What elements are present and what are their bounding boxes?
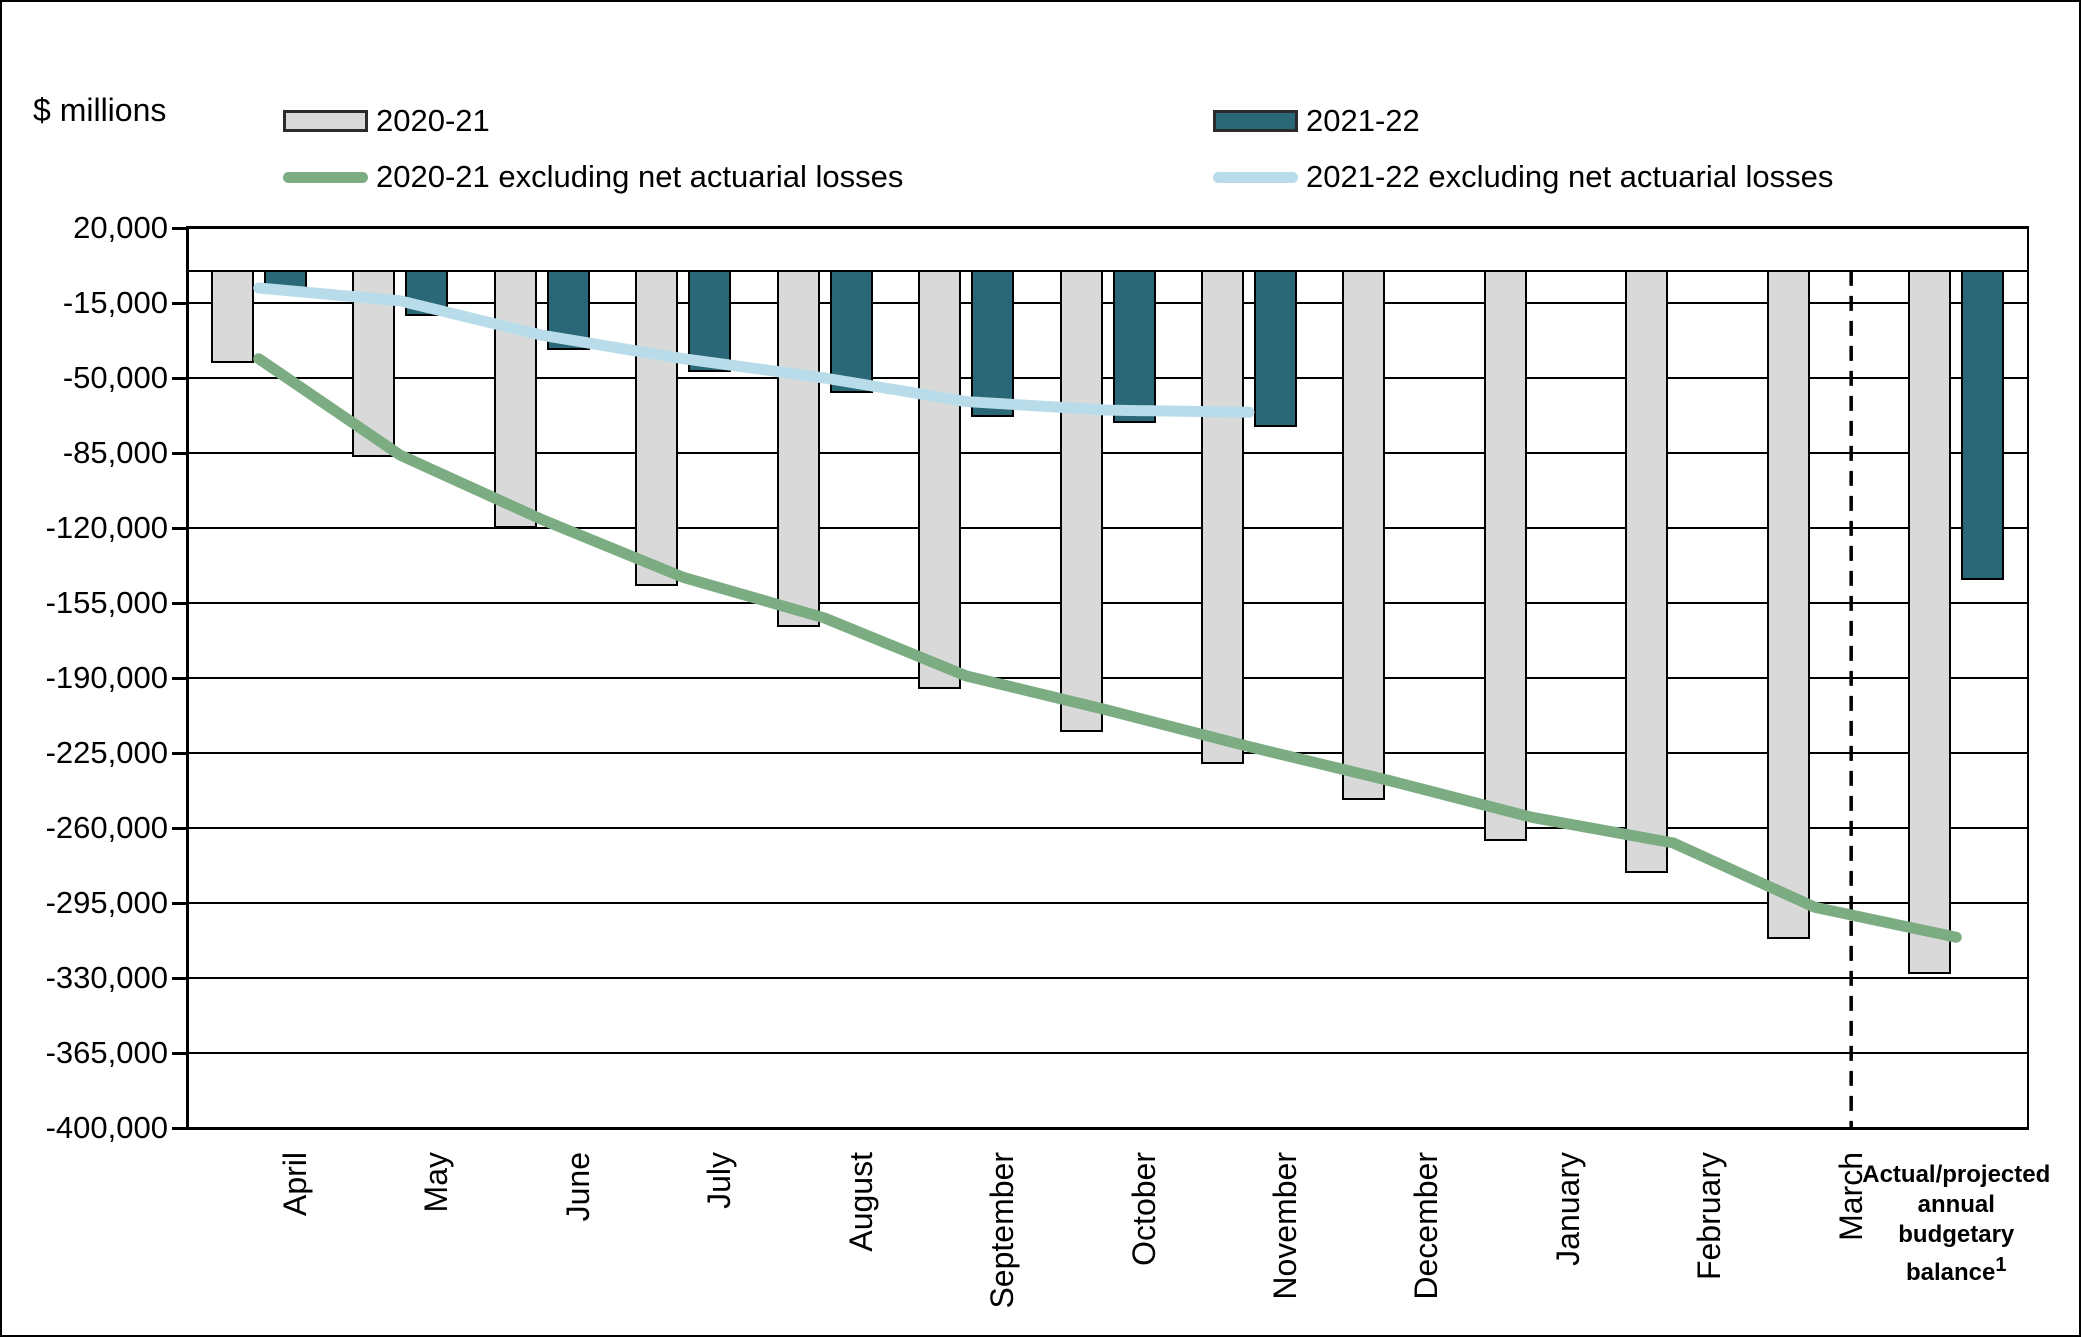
bar-2021-22-Actual/projected annual budgetary balance¹ — [1961, 269, 2005, 581]
y-axis-units-label: $ millions — [33, 92, 167, 128]
y-axis-tick-label: 20,000 — [73, 210, 168, 245]
y-axis-tick-label: -225,000 — [45, 735, 168, 770]
legend-swatch-2021-22-bar — [1213, 110, 1298, 132]
gridline — [188, 302, 2027, 304]
legend-item-2021-22: 2021-22 — [1213, 103, 1420, 139]
x-axis-label-February: February — [1691, 1152, 1728, 1281]
legend-item-2021-22-excl-line: 2021-22 excluding net actuarial losses — [1213, 159, 1833, 195]
y-axis-tick — [172, 1126, 188, 1130]
bar-2021-22-August — [829, 269, 873, 393]
x-axis-label-annual-budgetary-balance: Actual/projected annual budgetary balance1 — [1862, 1161, 2051, 1286]
y-axis-tick — [172, 1051, 188, 1055]
gridline — [188, 452, 2027, 454]
bar-2020-21-August — [776, 269, 820, 627]
plot-frame-top — [188, 226, 2029, 229]
bar-2020-21-April — [210, 269, 254, 363]
legend-swatch-2021-22-line — [1213, 171, 1298, 183]
y-axis-tick — [172, 301, 188, 305]
x-axis-label-October: October — [1125, 1152, 1162, 1266]
y-axis-tick-label: -50,000 — [62, 360, 168, 395]
y-axis-tick — [172, 976, 188, 980]
y-axis-tick — [172, 826, 188, 830]
bar-2020-21-November — [1200, 269, 1244, 764]
bar-2020-21-June — [493, 269, 537, 528]
gridline — [188, 752, 2027, 754]
x-axis-label-May: May — [418, 1152, 455, 1213]
legend-label: 2020-21 — [376, 103, 490, 138]
y-axis-tick — [172, 601, 188, 605]
bar-2021-22-July — [688, 269, 732, 372]
plot-frame-right — [2027, 226, 2029, 1130]
gridline — [188, 977, 2027, 979]
bar-2021-22-November — [1253, 269, 1297, 428]
gridline — [188, 602, 2027, 604]
legend-label: 2021-22 excluding net actuarial losses — [1306, 159, 1834, 194]
zero-baseline — [188, 269, 2027, 272]
legend-label: 2020-21 excluding net actuarial losses — [376, 159, 904, 194]
legend-label: 2021-22 — [1306, 103, 1420, 138]
y-axis-tick — [172, 901, 188, 905]
y-axis-tick-label: -330,000 — [45, 960, 168, 995]
line-2021-22 excluding net actuarial losses — [253, 282, 1255, 418]
y-axis-tick-label: -260,000 — [45, 810, 168, 845]
y-axis-tick-label: -190,000 — [45, 660, 168, 695]
y-axis-tick — [172, 526, 188, 530]
y-axis-tick — [172, 751, 188, 755]
y-axis-tick-label: -120,000 — [45, 510, 168, 545]
gridline — [188, 677, 2027, 679]
bar-2020-21-October — [1059, 269, 1103, 732]
y-axis-tick-label: -85,000 — [62, 435, 168, 470]
x-axis-label-July: July — [701, 1152, 738, 1209]
legend-item-2020-21-excl-line: 2020-21 excluding net actuarial losses — [283, 159, 903, 195]
legend-swatch-2020-21-bar — [283, 110, 368, 132]
bar-2020-21-July — [635, 269, 679, 586]
bar-2021-22-September — [971, 269, 1015, 417]
y-axis-tick-label: -155,000 — [45, 585, 168, 620]
gridline — [188, 827, 2027, 829]
gridline — [188, 902, 2027, 904]
x-axis-label-September: September — [984, 1152, 1021, 1309]
bar-2021-22-October — [1112, 269, 1156, 423]
line-2020-21 excluding net actuarial losses — [253, 353, 1962, 943]
y-axis-tick — [172, 226, 188, 230]
legend-item-2020-21: 2020-21 — [283, 103, 490, 139]
plot-frame-bottom — [188, 1127, 2029, 1130]
y-axis-tick — [172, 376, 188, 380]
legend-swatch-2020-21-line — [283, 171, 368, 183]
y-axis-tick-label: -15,000 — [62, 285, 168, 320]
gridline — [188, 527, 2027, 529]
y-axis-tick-label: -295,000 — [45, 885, 168, 920]
x-axis-label-December: December — [1408, 1152, 1445, 1300]
gridline — [188, 377, 2027, 379]
x-axis-label-January: January — [1549, 1152, 1586, 1266]
x-axis-label-June: June — [559, 1152, 596, 1222]
x-axis-label-April: April — [276, 1152, 313, 1217]
gridline — [188, 1052, 2027, 1054]
x-axis-label-November: November — [1266, 1152, 1303, 1300]
bar-2020-21-January — [1483, 269, 1527, 841]
y-axis-line — [186, 226, 189, 1130]
y-axis-tick — [172, 451, 188, 455]
bar-2020-21-Actual/projected annual budgetary balance¹ — [1908, 269, 1952, 974]
bar-2020-21-December — [1342, 269, 1386, 801]
y-axis-tick-label: -365,000 — [45, 1035, 168, 1070]
bar-2020-21-March — [1766, 269, 1810, 940]
x-axis-label-August: August — [842, 1152, 879, 1252]
bar-2020-21-September — [918, 269, 962, 689]
y-axis-tick-label: -400,000 — [45, 1110, 168, 1145]
bar-2020-21-February — [1625, 269, 1669, 873]
y-axis-tick — [172, 676, 188, 680]
